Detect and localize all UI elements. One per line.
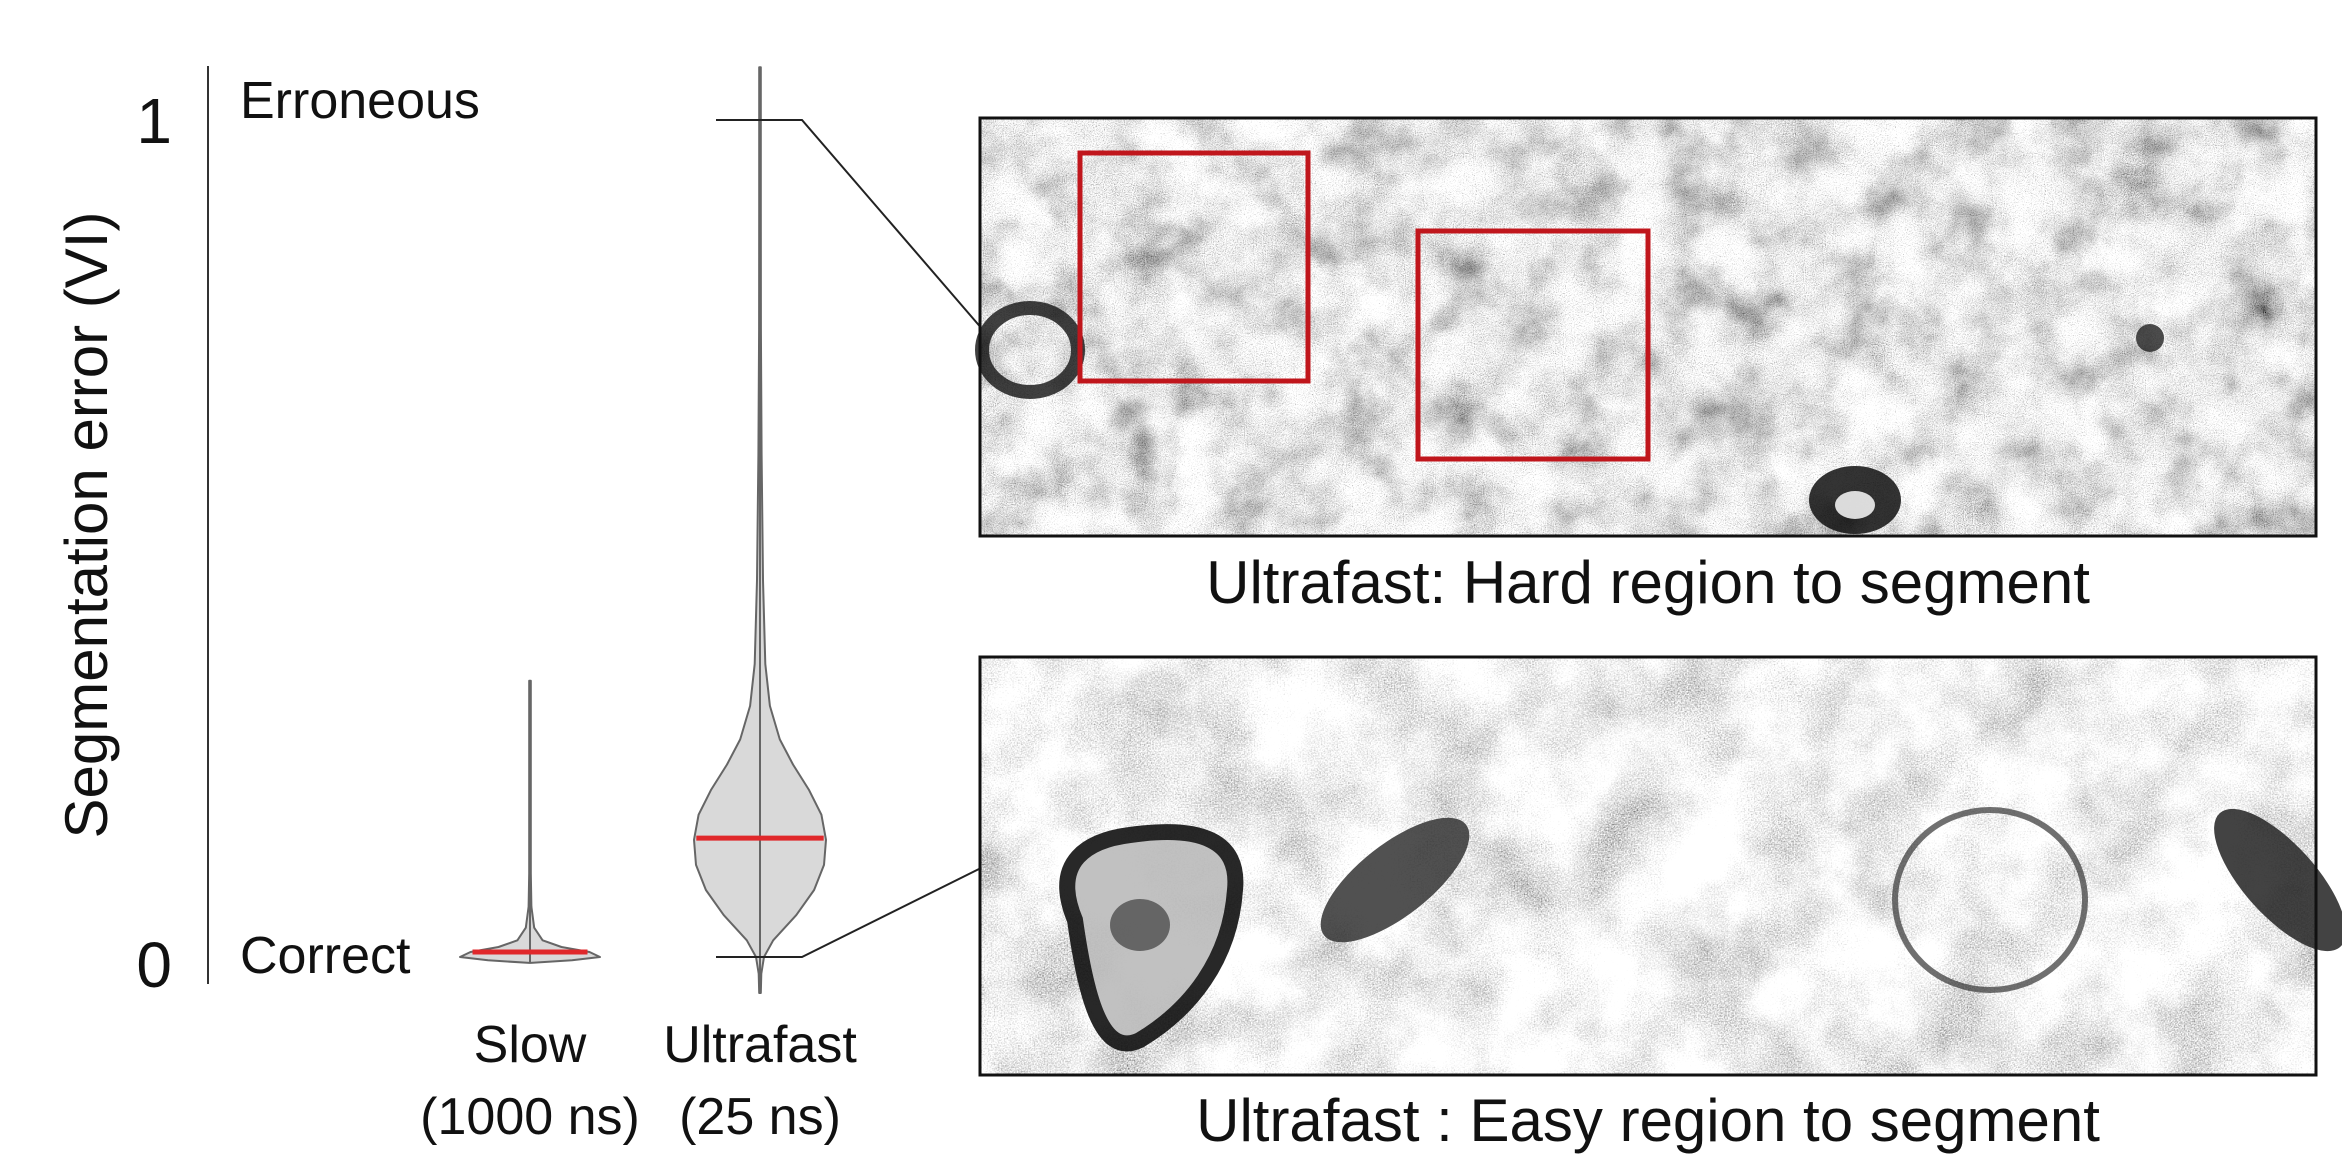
y-tick-label-top: 1 [136,85,172,157]
highlight-box-2 [1415,228,1651,462]
category-sublabel-ultrafast: (25 ns) [679,1088,841,1146]
em-image-easy [978,655,2342,1077]
leader-lines [716,119,984,958]
annotation-correct: Correct [240,927,411,985]
leader-line-hard [716,119,984,331]
violin-group [459,66,827,994]
y-tick-label-bottom: 0 [136,929,172,1001]
highlight-box-1 [1077,150,1311,384]
category-label-ultrafast: Ultrafast [663,1016,857,1074]
category-sublabel-slow: (1000 ns) [420,1088,640,1146]
leader-line-easy [716,866,984,958]
caption-hard-region: Ultrafast: Hard region to segment [1206,549,2090,616]
annotation-erroneous: Erroneous [240,72,480,130]
category-label-slow: Slow [474,1016,587,1074]
y-axis-label: Segmentation error (VI) [53,212,120,839]
caption-easy-region: Ultrafast : Easy region to segment [1196,1087,2100,1154]
